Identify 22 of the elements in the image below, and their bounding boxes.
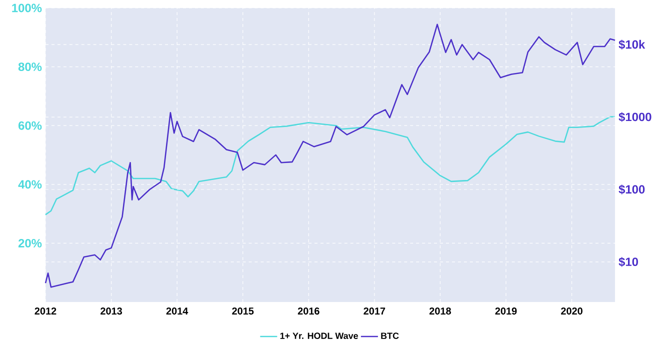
x-tick-label: 2012 — [34, 308, 56, 315]
x-tick-label: 2018 — [429, 308, 451, 315]
x-tick-label: 2016 — [298, 308, 320, 315]
y-tick-label: 20% — [18, 238, 42, 248]
y2-tick-label: $10k — [618, 40, 646, 50]
legend-label: BTC — [381, 332, 399, 339]
x-tick-label: 2020 — [561, 308, 582, 315]
y-tick-label: 100% — [12, 4, 42, 12]
y2-tick-label: $10 — [618, 257, 638, 267]
x-tick-label: 2019 — [495, 308, 517, 315]
line-series — [44, 116, 616, 216]
x-tick-label: 2015 — [232, 308, 254, 315]
x-tick-label: 2014 — [166, 308, 188, 315]
y2-tick-label: $1000 — [618, 112, 652, 122]
x-tick-label: 2017 — [364, 308, 386, 315]
legend-label: 1+ Yr. HODL Wave — [280, 332, 358, 339]
y-tick-label: 80% — [18, 62, 42, 72]
y-tick-label: 40% — [18, 180, 42, 189]
y2-tick-label: $100 — [618, 184, 645, 194]
line-series — [44, 24, 616, 288]
y-tick-label: 60% — [18, 121, 42, 130]
x-tick-label: 2013 — [100, 308, 122, 315]
